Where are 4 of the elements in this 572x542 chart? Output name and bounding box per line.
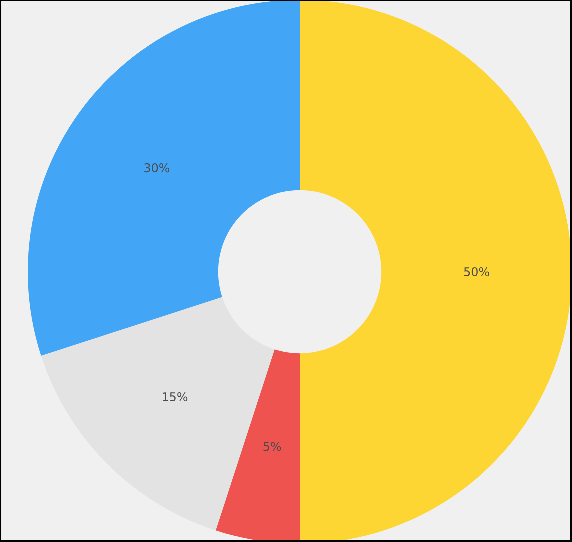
data-label: 5% [264,442,282,452]
data-label: 30% [144,164,170,173]
data-label: 50% [464,267,490,277]
data-label: 15% [163,392,188,402]
